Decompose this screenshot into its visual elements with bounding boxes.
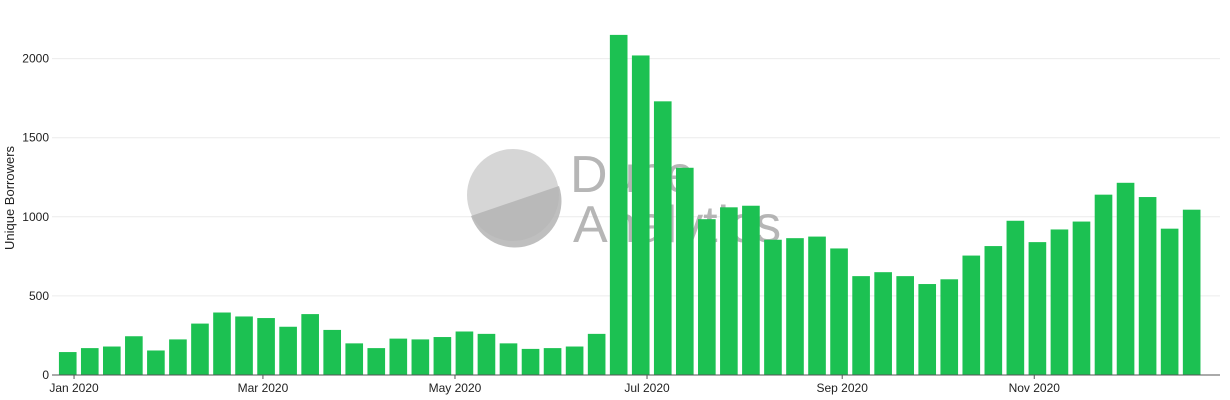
y-tick-label: 0 [42,368,49,382]
bar [1160,228,1179,375]
bar [235,316,253,375]
x-tick-label: Sep 2020 [817,381,869,395]
bar [698,219,716,375]
bar [742,205,760,375]
bar [962,255,981,375]
bar [301,314,319,375]
bar [389,338,408,375]
bar [852,276,870,375]
y-tick-label: 1000 [22,210,49,224]
bar [896,276,914,375]
x-axis-ticks: Jan 2020 Mar 2020 May 2020 Jul 2020 Sep 2020… [49,375,1060,395]
bar [1072,221,1091,375]
bar [631,55,650,375]
bar [1094,194,1113,375]
bar [1050,229,1069,375]
x-tick-label: Jan 2020 [49,381,99,395]
bar [103,346,121,375]
bar [191,323,209,375]
bar [411,339,430,375]
bar [455,331,474,375]
bar [1182,209,1201,375]
bar [808,236,826,375]
bar [940,279,959,375]
bar [213,312,231,375]
bar [587,333,606,375]
bar [1138,197,1157,375]
bar [874,272,892,375]
y-axis-title: Unique Borrowers [2,145,17,250]
bar [609,34,628,375]
bar [345,343,364,375]
bar [1006,220,1025,375]
bar [720,207,738,375]
bar [433,337,452,375]
watermark-logo-shade [471,186,562,248]
bar [367,348,386,375]
x-tick-label: May 2020 [429,381,482,395]
bar [477,333,496,375]
bar [675,167,694,375]
y-tick-label: 500 [29,289,49,303]
bar [521,348,540,375]
y-tick-label: 2000 [22,52,49,66]
y-tick-label: 1500 [22,131,49,145]
bar [169,339,187,375]
bar [125,336,143,375]
x-tick-label: Nov 2020 [1009,381,1061,395]
bar [786,238,804,375]
bar [653,101,672,375]
x-tick-label: Mar 2020 [238,381,289,395]
bar [984,246,1003,375]
bar [58,352,77,375]
bar [147,350,165,375]
y-axis-ticks: 0 500 1000 1500 2000 [22,52,49,382]
bar [565,346,584,375]
bar [830,248,848,375]
bar [764,239,782,375]
bar [279,326,297,375]
bar [918,284,937,375]
bar [257,318,275,375]
bar [1028,242,1047,375]
bar [1116,182,1135,375]
bar [80,348,99,375]
x-tick-label: Jul 2020 [624,381,670,395]
bar [543,348,562,375]
bars [58,34,1201,375]
bar [499,343,518,375]
bar [323,329,342,375]
